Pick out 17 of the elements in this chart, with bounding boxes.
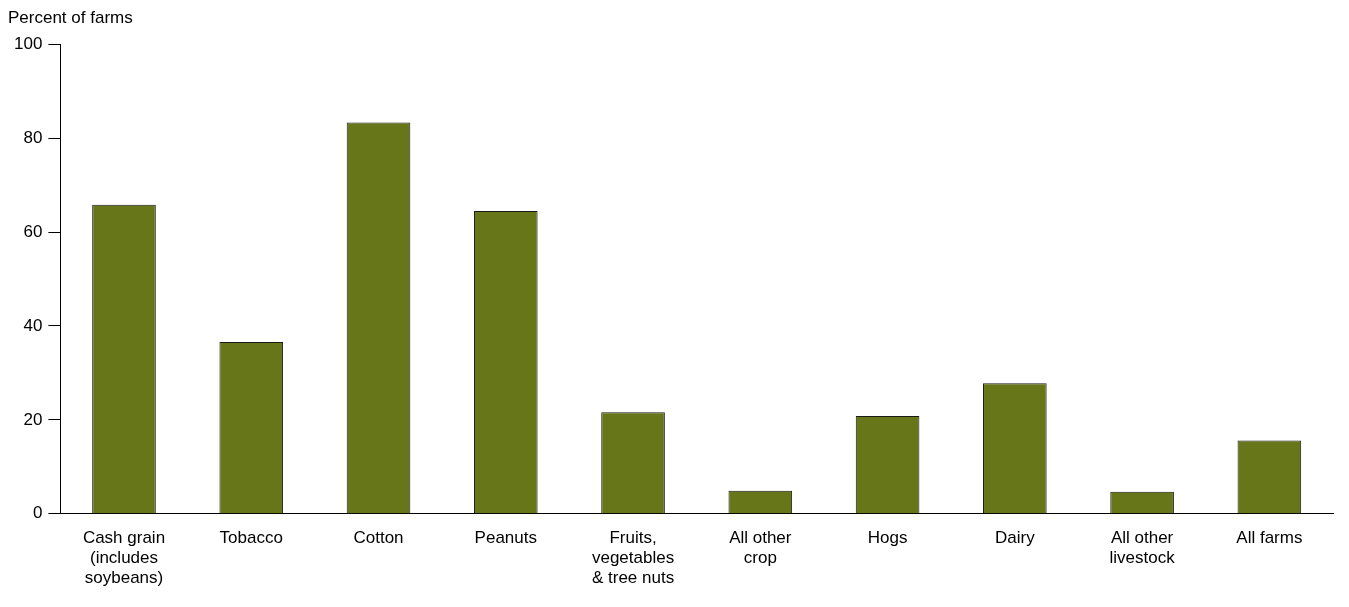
x-tick-label: Dairy bbox=[995, 527, 1036, 547]
y-axis-title: Percent of farms bbox=[8, 8, 134, 28]
x-tick-label: Fruits, vegetables & tree nuts bbox=[591, 527, 675, 588]
y-tick-label: 60 bbox=[23, 221, 43, 241]
y-tick-label: 80 bbox=[23, 127, 43, 147]
x-tick-label: Tobacco bbox=[219, 527, 283, 547]
x-tick-label: All other crop bbox=[729, 527, 792, 568]
x-tick-label: Cash grain (includes soybeans) bbox=[82, 527, 166, 588]
y-tick-label: 0 bbox=[32, 503, 43, 523]
x-tick-label: All farms bbox=[1236, 527, 1303, 547]
y-tick-label: 100 bbox=[13, 33, 43, 53]
x-tick-label: Peanuts bbox=[474, 527, 537, 547]
y-tick-label: 40 bbox=[23, 315, 43, 335]
x-tick-label: Cotton bbox=[353, 527, 404, 547]
y-tick-label: 20 bbox=[23, 409, 43, 429]
x-tick-label: All other livestock bbox=[1109, 527, 1176, 568]
x-tick-label: Hogs bbox=[867, 527, 908, 547]
